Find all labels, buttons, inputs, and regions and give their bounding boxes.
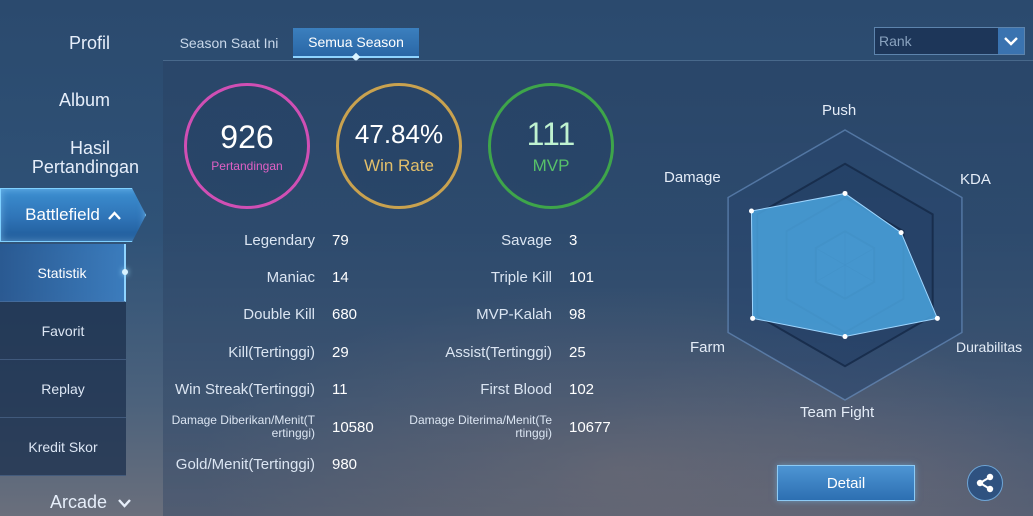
stat-value: 10580 [332,419,374,436]
tab-label: Semua Season [308,34,404,50]
stat-label: Damage Diterima/Menit(Te rtinggi) [409,414,552,440]
radar-data-point [750,315,756,321]
rank-dropdown[interactable]: Rank [874,27,1025,55]
matches-label: Pertandingan [211,159,283,173]
sidebar: Profil Album Hasil Pertandingan Battlefi… [0,0,150,516]
dropdown-toggle[interactable] [998,28,1024,54]
dropdown-value: Rank [879,33,912,49]
radar-data-points [748,190,940,340]
stat-label: MVP-Kalah [476,306,552,323]
radar-axis-label: Team Fight [800,404,875,421]
matches-value: 926 [220,119,274,155]
stat-value: 680 [332,306,358,323]
matches-ring: 926 Pertandingan [184,83,310,209]
stat-value: 29 [332,344,349,361]
stat-label: Legendary [244,232,315,249]
sidebar-subitem-kredit-skor[interactable]: Kredit Skor [0,418,126,476]
mvp-ring: 111 MVP [488,83,614,209]
stat-label: Maniac [266,269,315,286]
share-button[interactable] [967,465,1003,501]
share-icon [976,473,994,493]
sidebar-item-label: Arcade [50,492,108,512]
sidebar-item-label: Profil [68,33,110,53]
stat-label: Assist(Tertinggi) [445,344,552,361]
detail-button-label: Detail [826,474,866,492]
stat-value: 14 [332,269,349,286]
stat-label: Kill(Tertinggi) [228,344,315,361]
tab-label: Season Saat Ini [179,35,279,51]
sidebar-item-arcade[interactable]: Arcade [50,492,131,513]
stat-value: 101 [569,269,595,286]
sidebar-subitem-label: Favorit [41,322,85,339]
chevron-up-icon [107,210,121,220]
sidebar-item-label: Battlefield [25,205,100,224]
radar-data-point [898,230,904,236]
radar-axis-label: Push [822,102,857,119]
stat-value: 25 [569,344,586,361]
radar-chart [727,129,963,401]
stat-label-line: Damage Diberikan/Menit(T [171,413,315,427]
stat-label: First Blood [480,381,552,398]
radar-axis-label: Durabilitas [956,339,1023,355]
sidebar-item-hasil-pertandingan[interactable]: Hasil Pertandingan [32,138,139,177]
stat-label: Gold/Menit(Tertinggi) [175,456,315,473]
win-rate-ring: 47.84% Win Rate [336,83,462,209]
chevron-down-icon [118,499,131,508]
sidebar-item-battlefield[interactable]: Battlefield [0,188,146,242]
radar-data-point [934,315,940,321]
stat-label-line: Damage Diterima/Menit(Te [409,413,552,427]
sidebar-item-album[interactable]: Album [59,91,110,110]
stat-label: Triple Kill [490,269,552,286]
sidebar-subitem-label: Statistik [37,264,87,281]
stat-label: Savage [501,232,552,249]
tab-season-saat-ini[interactable]: Season Saat Ini [166,28,292,58]
sidebar-subitem-label: Replay [41,380,85,397]
battlefield-submenu: Statistik Favorit Replay Kredit Skor [0,244,128,476]
win-rate-label: Win Rate [364,156,434,175]
mvp-label: MVP [532,156,570,175]
radar-data-point [748,208,754,214]
tab-semua-season[interactable]: Semua Season [293,28,419,58]
radar-data-point [842,334,848,340]
sidebar-subitem-favorit[interactable]: Favorit [0,302,126,360]
stat-value: 102 [569,381,595,398]
win-rate-value: 47.84% [354,119,444,149]
radar-axis-label: Damage [664,169,721,186]
stat-label-line: ertinggi) [271,426,315,440]
stat-label: Damage Diberikan/Menit(T ertinggi) [172,414,315,440]
stat-value: 980 [332,456,358,473]
stat-value: 98 [569,306,586,323]
sidebar-subitem-replay[interactable]: Replay [0,360,126,418]
stat-label: Double Kill [243,306,315,323]
stat-value: 79 [332,232,349,249]
stat-value: 11 [332,381,348,398]
radar-data-point [842,190,848,196]
mvp-value: 111 [526,116,576,152]
sidebar-item-label: Pertandingan [31,157,139,177]
stat-value: 10677 [569,419,611,436]
sidebar-subitem-statistik[interactable]: Statistik [0,244,128,302]
stat-value: 3 [569,232,578,249]
stat-label: Win Streak(Tertinggi) [174,381,315,398]
sidebar-item-label: Hasil [69,138,110,158]
chevron-down-icon [1004,36,1018,46]
detail-button[interactable]: Detail [777,465,915,501]
radar-axis-label: Farm [690,339,725,356]
sidebar-item-profil[interactable]: Profil [69,34,110,53]
sidebar-subitem-label: Kredit Skor [28,438,98,455]
radar-axis-label: KDA [960,171,991,188]
sidebar-item-label: Album [58,90,110,110]
stat-label-line: rtinggi) [515,426,552,440]
